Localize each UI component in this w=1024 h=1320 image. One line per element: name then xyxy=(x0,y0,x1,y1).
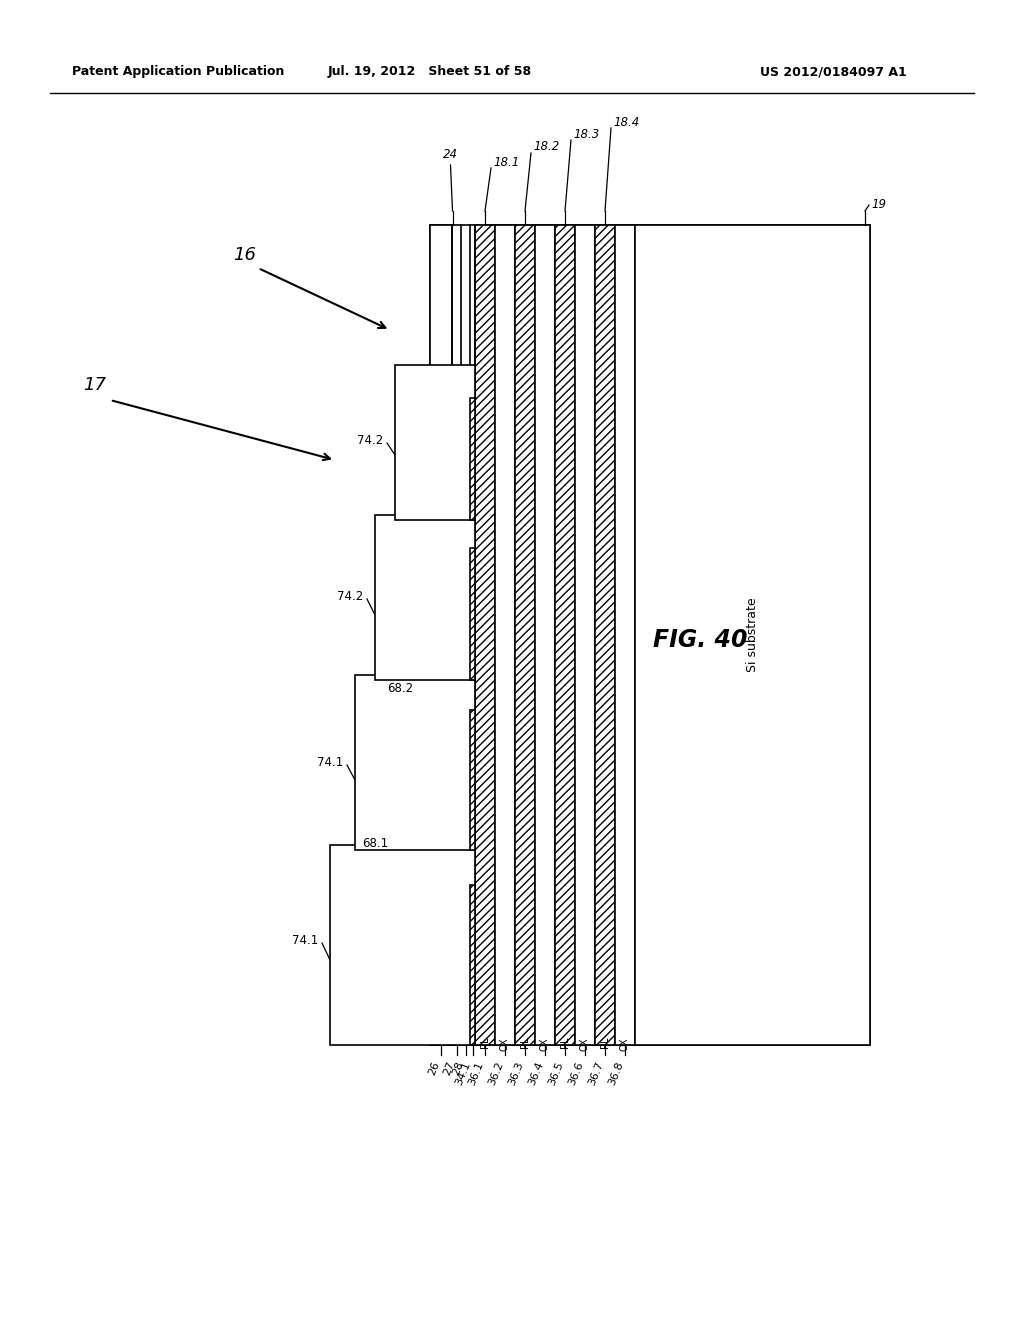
Bar xyxy=(470,399,475,520)
Text: 68.1: 68.1 xyxy=(361,837,388,850)
Text: 74.2: 74.2 xyxy=(337,590,362,602)
Text: PL: PL xyxy=(560,1038,570,1048)
Text: PL: PL xyxy=(520,1038,530,1048)
Text: Jul. 19, 2012   Sheet 51 of 58: Jul. 19, 2012 Sheet 51 of 58 xyxy=(328,66,532,78)
Text: 18.1: 18.1 xyxy=(493,156,519,169)
Text: 24: 24 xyxy=(443,149,458,161)
Bar xyxy=(635,224,870,1045)
Text: OX: OX xyxy=(540,1038,550,1051)
Text: OX: OX xyxy=(500,1038,510,1051)
Text: 74.1: 74.1 xyxy=(316,755,343,768)
Bar xyxy=(430,224,452,1045)
Bar xyxy=(555,224,575,1045)
Bar xyxy=(470,710,475,850)
Text: 34.1: 34.1 xyxy=(454,1060,472,1086)
Text: 36.6: 36.6 xyxy=(566,1060,585,1086)
Text: 36.8: 36.8 xyxy=(606,1060,625,1086)
Text: Patent Application Publication: Patent Application Publication xyxy=(72,66,285,78)
Text: 36.1: 36.1 xyxy=(467,1060,485,1086)
Text: 19: 19 xyxy=(871,198,886,211)
Bar xyxy=(615,224,635,1045)
Text: OX: OX xyxy=(620,1038,630,1051)
Bar xyxy=(470,884,475,1045)
Text: 18.2: 18.2 xyxy=(534,140,559,153)
Text: Si substrate: Si substrate xyxy=(746,598,759,672)
Text: 17: 17 xyxy=(84,376,106,393)
Text: 26: 26 xyxy=(426,1060,441,1077)
Text: PL: PL xyxy=(480,1038,490,1048)
Text: 36.5: 36.5 xyxy=(547,1060,565,1086)
Text: 27: 27 xyxy=(442,1060,457,1077)
Bar xyxy=(515,224,535,1045)
Text: 28: 28 xyxy=(451,1060,466,1077)
Bar xyxy=(470,548,475,680)
Bar xyxy=(495,224,515,1045)
Text: 36.3: 36.3 xyxy=(507,1060,525,1086)
Bar xyxy=(375,515,475,680)
Bar xyxy=(355,675,475,850)
Text: PL: PL xyxy=(600,1038,610,1048)
Bar xyxy=(430,224,870,1045)
Text: 18.4: 18.4 xyxy=(613,116,639,128)
Text: 36.2: 36.2 xyxy=(486,1060,505,1086)
Bar xyxy=(475,224,495,1045)
Text: FIG. 40: FIG. 40 xyxy=(652,628,748,652)
Text: US 2012/0184097 A1: US 2012/0184097 A1 xyxy=(760,66,906,78)
Bar xyxy=(595,224,615,1045)
Text: 68.2: 68.2 xyxy=(387,682,413,696)
Text: 36.7: 36.7 xyxy=(587,1060,605,1086)
Text: OX: OX xyxy=(580,1038,590,1051)
Text: 16: 16 xyxy=(233,246,256,264)
Bar xyxy=(330,845,475,1045)
Text: 74.2: 74.2 xyxy=(356,433,383,446)
Bar xyxy=(395,366,475,520)
Text: 74.1: 74.1 xyxy=(292,933,318,946)
Text: 18.3: 18.3 xyxy=(573,128,599,140)
Bar xyxy=(535,224,555,1045)
Bar xyxy=(575,224,595,1045)
Text: 36.4: 36.4 xyxy=(526,1060,545,1086)
